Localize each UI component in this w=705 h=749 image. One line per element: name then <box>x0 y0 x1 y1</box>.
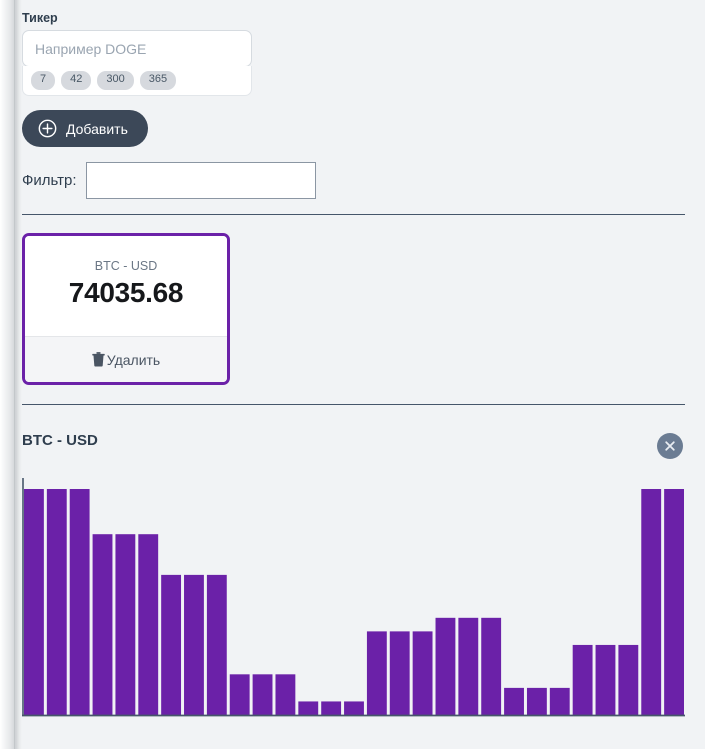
bar <box>161 574 182 715</box>
ticker-suggestions: 7 42 300 365 <box>22 66 252 96</box>
bar <box>115 534 136 715</box>
close-icon <box>663 439 677 453</box>
bar <box>595 644 616 715</box>
bar <box>504 687 524 715</box>
filter-row: Фильтр: <box>22 162 316 199</box>
ticker-card-symbol: BTC - USD <box>94 259 158 273</box>
ticker-card-price: 74035.68 <box>68 277 184 308</box>
bar <box>138 534 159 715</box>
bar <box>458 617 479 715</box>
plus-circle-icon <box>38 119 57 138</box>
left-scroll-gutter[interactable] <box>0 0 22 749</box>
divider-top <box>22 214 685 215</box>
bar <box>252 674 273 715</box>
bar <box>206 574 227 715</box>
bar <box>229 674 250 715</box>
bar <box>412 631 433 715</box>
bar <box>526 687 547 715</box>
suggestion-pill-3[interactable]: 365 <box>139 71 177 90</box>
add-button[interactable]: Добавить <box>22 110 148 147</box>
suggestion-pill-0[interactable]: 7 <box>31 71 56 90</box>
suggestion-pill-2[interactable]: 300 <box>97 71 134 90</box>
ticker-field-group: 7 42 300 365 <box>22 30 252 96</box>
ticker-card-delete-label: Удалить <box>106 351 161 368</box>
ticker-card[interactable]: BTC - USD 74035.68 Удалить <box>22 233 230 385</box>
suggestion-pill-1[interactable]: 42 <box>61 71 92 90</box>
filter-input[interactable] <box>85 162 316 199</box>
bar <box>69 489 90 715</box>
ticker-card-body: BTC - USD 74035.68 <box>25 236 227 336</box>
bar <box>664 489 684 715</box>
bar-series <box>24 489 684 715</box>
bar-chart-svg <box>22 478 685 717</box>
ticker-input[interactable] <box>22 30 252 67</box>
bar <box>24 489 44 715</box>
ticker-card-delete-button[interactable]: Удалить <box>25 336 227 382</box>
gutter-divider <box>14 0 15 749</box>
bar <box>435 617 456 715</box>
bar <box>641 489 662 715</box>
main-content: Тикер 7 42 300 365 Добавить Фильтр: <box>22 0 705 749</box>
bar <box>389 631 410 715</box>
bar <box>344 701 364 715</box>
bar-chart <box>22 478 685 720</box>
bar <box>298 701 319 715</box>
bar <box>366 631 387 715</box>
chart-title: BTC - USD <box>22 432 98 449</box>
divider-bottom <box>22 404 685 405</box>
bar <box>549 687 570 715</box>
bar <box>572 644 593 715</box>
add-button-label: Добавить <box>66 120 128 137</box>
trash-icon <box>92 352 105 367</box>
bar <box>184 574 204 715</box>
bar <box>92 534 113 715</box>
ticker-field-label: Тикер <box>22 11 58 25</box>
bar <box>481 617 502 715</box>
bar <box>321 701 342 715</box>
chart-close-button[interactable] <box>657 433 683 459</box>
filter-label: Фильтр: <box>22 172 77 189</box>
bar <box>46 489 67 715</box>
bar <box>618 644 639 715</box>
bar <box>275 674 296 715</box>
